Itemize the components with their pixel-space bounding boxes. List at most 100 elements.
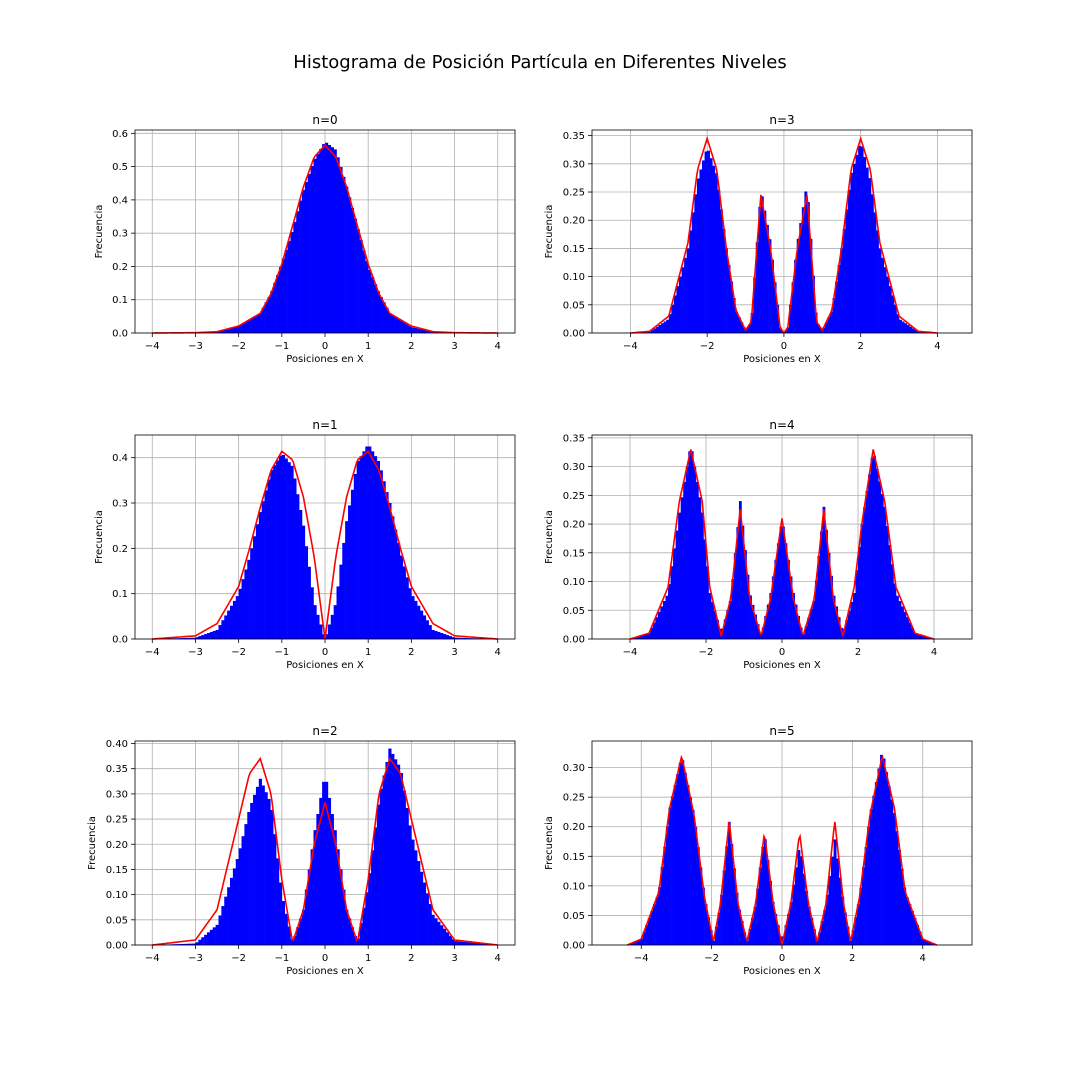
histogram-bar <box>880 494 884 639</box>
histogram-bar <box>466 942 470 945</box>
histogram-bar <box>425 893 429 945</box>
histogram-bar <box>376 460 380 639</box>
histogram-bar <box>230 877 234 945</box>
histogram-bar <box>362 907 366 945</box>
x-tick-label: 2 <box>849 953 855 964</box>
histogram-bar <box>929 942 932 945</box>
histogram-bar <box>330 147 334 333</box>
histogram-bar <box>353 218 357 333</box>
histogram-bar <box>345 521 349 639</box>
histogram-bar <box>244 824 248 945</box>
histogram-bar <box>779 526 783 639</box>
histogram-bar <box>293 221 297 333</box>
x-tick-label: 1 <box>365 647 371 658</box>
histogram-bar <box>819 328 823 333</box>
histogram-bar <box>235 596 239 639</box>
histogram-bar <box>371 451 375 639</box>
histogram-bar <box>276 858 280 945</box>
histogram-bar <box>873 212 877 333</box>
histogram-bar <box>333 830 337 945</box>
histogram-bar <box>900 868 904 945</box>
histogram-bar <box>732 868 736 945</box>
histogram-bar <box>702 160 705 333</box>
histogram-bar <box>913 633 917 639</box>
y-tick-label: 0.25 <box>106 815 128 826</box>
histogram-bar <box>698 497 702 639</box>
histogram-bar <box>296 927 300 945</box>
histogram-bar <box>350 927 355 945</box>
histogram-bar <box>794 604 798 639</box>
histogram-bar <box>814 312 818 333</box>
histogram-bar <box>686 248 690 333</box>
subplot-4: −4 −3 −2 −1 0 1 2 3 4 0.00 0.05 0.10 0.15 0.20 0.25 0.3… <box>87 724 516 977</box>
histogram-bar <box>385 307 389 333</box>
histogram-bar <box>732 298 736 333</box>
histogram-bar <box>391 314 395 333</box>
histogram-bar <box>769 880 772 945</box>
histogram-bar <box>890 564 894 639</box>
histogram-bar <box>858 145 861 333</box>
histogram-bar <box>255 314 260 333</box>
histogram-bar <box>195 942 199 945</box>
histogram-bar <box>451 637 455 639</box>
histogram-bar <box>227 610 231 639</box>
histogram-bar <box>319 148 323 333</box>
histogram-bar <box>754 614 757 639</box>
histogram-bar <box>761 846 765 945</box>
histogram-bar <box>371 277 375 333</box>
histogram-bar <box>382 481 386 639</box>
histogram-bar <box>738 501 742 639</box>
histogram-bar <box>766 604 770 639</box>
histogram-bar <box>653 328 657 333</box>
histogram-bar <box>695 481 699 639</box>
histogram-bar <box>898 601 902 639</box>
histogram-bar <box>373 827 378 945</box>
histogram-bar <box>359 456 363 639</box>
histogram-bar <box>792 884 796 945</box>
histogram-bar <box>786 327 790 333</box>
histogram-bar <box>394 759 398 945</box>
histogram-bar <box>748 324 751 333</box>
histogram-bar <box>385 761 389 945</box>
histogram-bar <box>881 257 885 333</box>
histogram-bar <box>480 943 484 945</box>
histogram-bar <box>212 927 216 945</box>
histogram-bar <box>830 575 833 639</box>
histogram-bar <box>676 774 680 945</box>
x-tick-label: −3 <box>188 647 203 658</box>
x-tick-label: 2 <box>408 647 414 658</box>
histogram-bar <box>330 614 334 639</box>
histogram-bar <box>878 248 882 333</box>
histogram-bar <box>224 615 228 639</box>
histogram-bar <box>721 628 725 639</box>
histogram-bar <box>310 165 314 333</box>
histogram-bar <box>746 574 750 639</box>
histogram-bar <box>399 773 404 945</box>
histogram-bar <box>794 259 798 333</box>
histogram-bar <box>893 583 897 639</box>
histogram-bar <box>847 610 851 639</box>
histogram-bar <box>763 210 767 333</box>
histogram-bar <box>353 935 357 945</box>
histogram-bar <box>408 825 412 945</box>
histogram-bar <box>680 497 684 639</box>
histogram-bar <box>829 311 833 333</box>
histogram-bar <box>802 873 806 945</box>
histogram-bar <box>749 595 752 639</box>
y-tick-label: 0.10 <box>563 881 585 892</box>
y-tick-label: 0.20 <box>563 216 585 227</box>
histogram-bar <box>728 601 732 639</box>
histogram-bar <box>885 772 889 945</box>
histogram-bar <box>771 259 774 333</box>
histogram-bar <box>443 928 447 945</box>
histogram-bar <box>704 151 708 333</box>
histogram-bar <box>186 637 190 639</box>
histogram-bar <box>287 926 291 945</box>
histogram-bar <box>244 569 248 639</box>
histogram-bar <box>923 940 927 945</box>
histogram-bar <box>434 630 438 639</box>
subplot-title: n=2 <box>312 724 337 738</box>
histogram-bar <box>717 912 721 945</box>
histogram-bar <box>893 304 897 333</box>
histogram-bar <box>750 312 754 333</box>
